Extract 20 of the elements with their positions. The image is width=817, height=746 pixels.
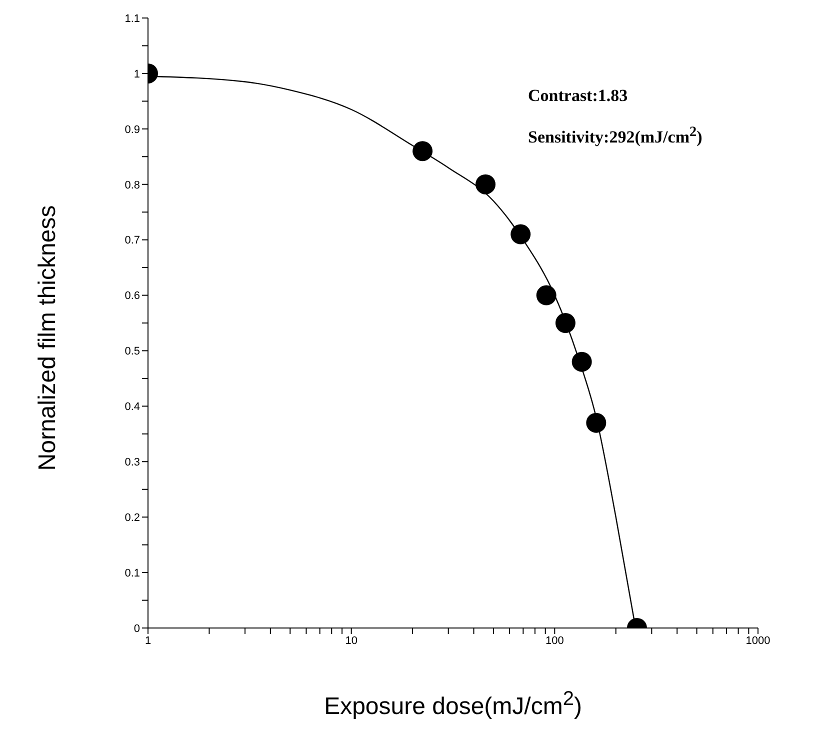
x-tick-label: 1 bbox=[144, 634, 152, 647]
annotation: Contrast:1.83 bbox=[528, 85, 629, 107]
annotation: Sensitivity:292(mJ/cm$^{2}$) bbox=[528, 123, 702, 149]
y-tick-label: 0.5 bbox=[124, 346, 140, 358]
y-tick-label: 0.4 bbox=[124, 401, 140, 414]
y-tick-label: 0.8 bbox=[124, 179, 140, 192]
y-tick-label: 1 bbox=[134, 68, 140, 80]
x-tick-label: 1000 bbox=[746, 634, 770, 647]
x-tick-label: 100 bbox=[545, 634, 564, 647]
y-tick-label: 0.9 bbox=[124, 124, 140, 136]
y-tick-label: 0.7 bbox=[124, 234, 140, 247]
y-tick-label: 1.1 bbox=[124, 12, 140, 25]
y-tick-label: 0.6 bbox=[124, 290, 140, 302]
y-tick-label: 0 bbox=[134, 622, 140, 635]
y-tick-label: 0.1 bbox=[124, 567, 140, 580]
x-axis-title: Exposure dose(mJ/cm$^{2}$) bbox=[323, 688, 583, 721]
y-tick-label: 0.2 bbox=[124, 512, 140, 524]
y-tick-label: 0.3 bbox=[124, 456, 140, 469]
x-tick-label: 10 bbox=[345, 634, 358, 647]
y-axis-title: Nornalized film thickness bbox=[34, 205, 62, 471]
